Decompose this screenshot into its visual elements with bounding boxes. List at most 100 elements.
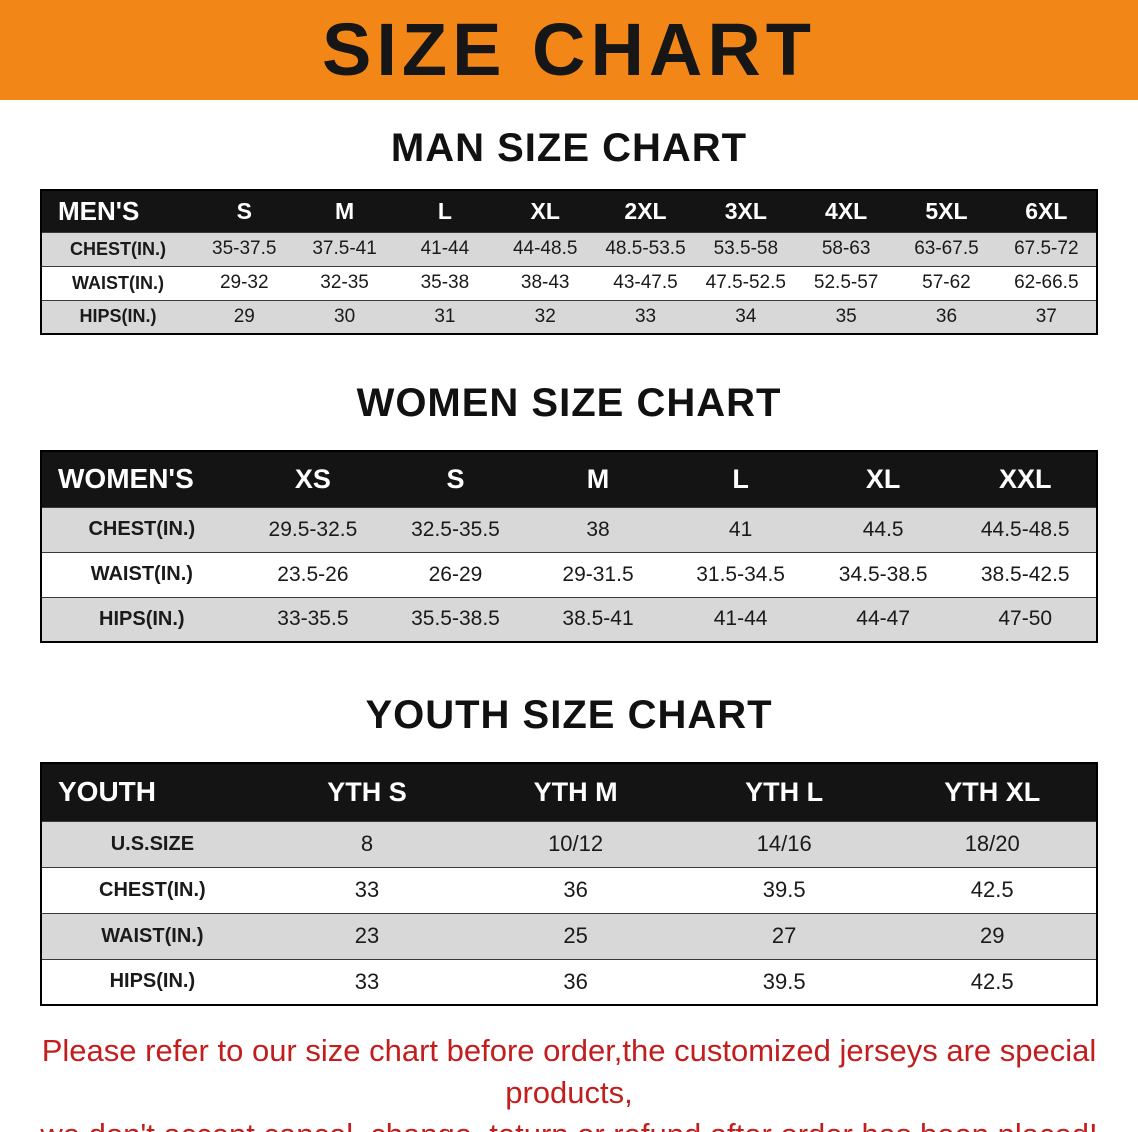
size-column-header: YTH L (679, 763, 889, 821)
men-chart-title: MAN SIZE CHART (390, 126, 748, 170)
size-value: 35-38 (420, 272, 470, 293)
row-label: HIPS(IN.) (109, 970, 196, 993)
row-label: HIPS(IN.) (99, 607, 185, 630)
size-column-header: XL (495, 190, 596, 232)
size-value: 29.5-32.5 (268, 517, 358, 541)
row-label: WAIST(IN.) (101, 924, 204, 947)
size-value: 32.5-35.5 (411, 517, 500, 541)
size-value: 33 (354, 877, 380, 902)
size-value: 52.5-57 (813, 272, 879, 293)
order-notice: Please refer to our size chart before or… (0, 1030, 1138, 1132)
size-value: 23 (354, 923, 380, 948)
size-value: 36 (563, 968, 588, 994)
size-column-header: 3XL (695, 190, 796, 232)
size-value: 33 (634, 305, 657, 327)
table-row: WAIST(IN.) 29-32 32-35 35-38 38-43 43-47.5 47.… (41, 266, 1097, 300)
table-row: CHEST(IN.) 35-37.5 37.5-41 41-44 44-48.5 48.5… (41, 232, 1097, 266)
size-value: 43-47.5 (613, 272, 678, 293)
size-value: 38-43 (520, 272, 570, 293)
youth-chart-title: YOUTH SIZE CHART (365, 693, 773, 737)
size-value: 38.5-41 (562, 607, 634, 631)
size-column-header: YTH S (262, 763, 472, 821)
men-size-table-host: MEN'S S M L XL 2XL 3XL 4XL 5XL 6XL CHEST(IN.) 35-37… (40, 189, 1098, 335)
size-value: 18/20 (964, 831, 1020, 856)
size-column-header: L (669, 451, 812, 507)
women-size-table-host: WOMEN'S XS S M L XL XXL CHEST(IN.) 29.5-32.5 32.5… (40, 450, 1098, 643)
size-value: 39.5 (762, 968, 806, 994)
size-value: 34.5-38.5 (838, 562, 928, 586)
size-column-header: XS (241, 451, 385, 507)
size-value: 41 (728, 517, 753, 541)
size-value: 44.5 (862, 517, 904, 541)
size-value: 41-44 (420, 238, 470, 259)
row-label: WAIST(IN.) (90, 563, 193, 585)
size-column-header: S (194, 190, 295, 232)
table-corner-label: MEN'S (41, 190, 195, 232)
page-title: SIZE CHART (322, 8, 816, 91)
notice-line-2: we don't accept cancel, change, teturn o… (30, 1114, 1108, 1132)
size-value: 62-66.5 (1014, 272, 1079, 293)
size-table: MEN'S S M L XL 2XL 3XL 4XL 5XL 6XL CHEST(IN.) 35-37… (40, 189, 1098, 335)
size-value: 36 (563, 877, 588, 902)
size-value: 31.5-34.5 (696, 562, 785, 586)
size-value: 67.5-72 (1014, 238, 1079, 259)
size-value: 33 (354, 968, 380, 994)
size-column-header: 5XL (896, 190, 997, 232)
size-value: 30 (334, 305, 356, 327)
size-column-header: 6XL (996, 190, 1097, 232)
size-value: 44-47 (856, 607, 911, 631)
size-column-header: 2XL (595, 190, 696, 232)
size-value: 29-31.5 (562, 562, 634, 586)
youth-size-chart-section: YOUTH SIZE CHART YOUTH YTH S YTH M YTH L YTH… (0, 693, 1138, 1006)
size-value: 35-37.5 (212, 238, 277, 259)
notice-line-1: Please refer to our size chart before or… (41, 1033, 1097, 1110)
size-value: 37.5-41 (312, 238, 377, 259)
size-value: 34 (735, 305, 757, 327)
size-value: 32 (534, 305, 556, 327)
size-column-header: M (526, 451, 670, 507)
size-value: 31 (434, 305, 456, 327)
size-column-header: M (294, 190, 395, 232)
size-table: WOMEN'S XS S M L XL XXL CHEST(IN.) 29.5-32.5 32.5… (40, 450, 1098, 643)
table-header-row: WOMEN'S XS S M L XL XXL (41, 451, 1097, 507)
size-value: 33-35.5 (277, 607, 349, 631)
size-value: 44.5-48.5 (980, 517, 1070, 541)
table-row: WAIST(IN.) 23.5-26 26-29 29-31.5 31.5-34.5 34… (41, 552, 1097, 597)
size-column-header: XL (811, 451, 955, 507)
size-value: 38 (586, 517, 610, 541)
table-row: HIPS(IN.) 29 30 31 32 33 34 35 36 37 (41, 300, 1097, 334)
size-column-header: S (384, 451, 527, 507)
size-value: 53.5-58 (713, 238, 779, 259)
size-value: 47-50 (998, 607, 1053, 631)
size-value: 48.5-53.5 (605, 238, 686, 259)
size-value: 29 (979, 923, 1005, 948)
size-value: 23.5-26 (277, 562, 349, 586)
size-value: 39.5 (762, 877, 806, 902)
women-size-chart-section: WOMEN SIZE CHART WOMEN'S XS S M L XL XXL CHEST(… (0, 381, 1138, 643)
row-label: CHEST(IN.) (88, 518, 196, 540)
table-row: HIPS(IN.) 33-35.5 35.5-38.5 38.5-41 41-44 44-… (41, 597, 1097, 642)
size-value: 25 (563, 923, 588, 948)
size-value: 26-29 (428, 562, 483, 586)
size-value: 35.5-38.5 (411, 607, 500, 631)
table-row: WAIST(IN.) 23 25 27 29 (41, 913, 1097, 959)
row-label: HIPS(IN.) (79, 306, 157, 327)
row-label: WAIST(IN.) (72, 272, 165, 293)
table-row: U.S.SIZE 8 10/12 14/16 18/20 (41, 821, 1097, 867)
size-value: 47.5-52.5 (705, 272, 786, 293)
size-value: 14/16 (756, 831, 812, 856)
size-column-header: L (394, 190, 496, 232)
row-label: U.S.SIZE (110, 832, 195, 855)
size-chart-banner: SIZE CHART (0, 0, 1138, 100)
size-value: 63-67.5 (914, 238, 979, 259)
table-header-row: MEN'S S M L XL 2XL 3XL 4XL 5XL 6XL (41, 190, 1097, 232)
size-value: 29-32 (219, 272, 269, 293)
size-value: 42.5 (970, 968, 1014, 994)
size-value: 57-62 (922, 272, 971, 293)
size-value: 29 (233, 305, 255, 327)
size-column-header: 4XL (795, 190, 897, 232)
size-value: 38.5-42.5 (980, 562, 1070, 586)
table-row: CHEST(IN.) 33 36 39.5 42.5 (41, 867, 1097, 913)
youth-size-table-host: YOUTH YTH S YTH M YTH L YTH XL U.S.SIZE 8 10/12… (40, 762, 1098, 1006)
